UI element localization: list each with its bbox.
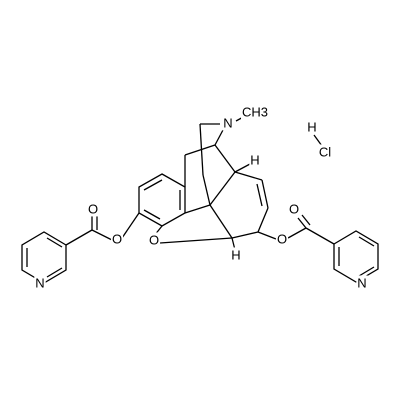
atom-label: O [289, 201, 299, 216]
atom-label: H [250, 152, 259, 167]
label-background [275, 231, 289, 247]
atom-label: H [307, 119, 316, 134]
label-background [147, 232, 161, 248]
atom-label: H [231, 247, 240, 262]
atom-label: N [35, 275, 44, 290]
label-background [249, 152, 261, 168]
label-background [222, 115, 234, 131]
label-background [34, 275, 46, 291]
atom-label: O [277, 231, 287, 246]
bonds [21, 114, 379, 284]
atom-label: N [357, 275, 366, 290]
atom-label: O [88, 201, 98, 216]
label-background [356, 275, 368, 291]
label-background [287, 201, 301, 217]
atom-label: O [149, 232, 159, 247]
atom-labels: N CH3 H Cl O O O O O N N H H [34, 104, 368, 291]
label-background [230, 247, 242, 263]
atom-label: O [112, 231, 122, 246]
label-background [240, 104, 270, 120]
atom-label: Cl [319, 144, 331, 159]
label-background [306, 119, 318, 135]
label-background [317, 144, 333, 160]
atom-label: N [223, 115, 232, 130]
label-background [110, 231, 124, 247]
atom-label: CH3 [242, 104, 268, 119]
label-background [86, 201, 100, 217]
